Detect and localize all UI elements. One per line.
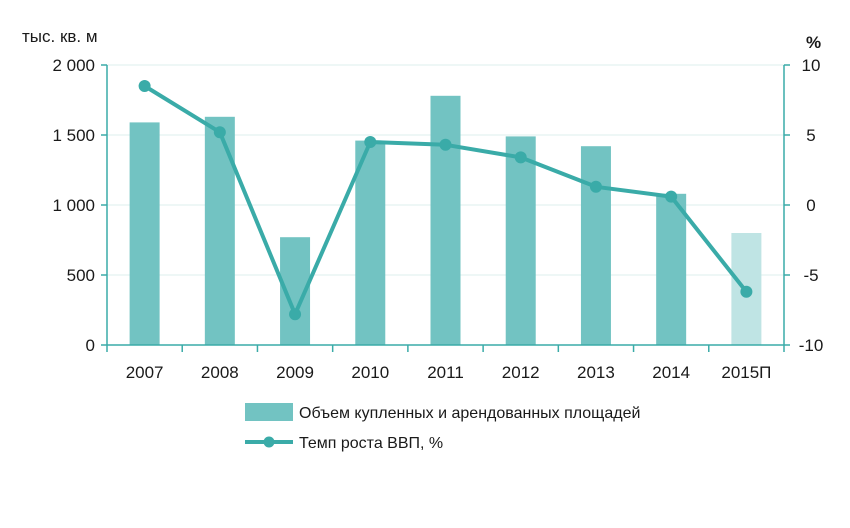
left-tick-label: 2 000 — [52, 56, 95, 75]
gdp-point — [289, 308, 302, 321]
legend-line-marker — [263, 436, 275, 448]
x-tick-label: 2014 — [652, 363, 690, 382]
bar — [355, 140, 386, 345]
gdp-point — [740, 285, 753, 298]
bar — [580, 146, 611, 345]
gdp-point — [439, 138, 452, 151]
x-tick-label: 2011 — [427, 363, 464, 382]
bar — [656, 193, 687, 345]
left-tick-label: 0 — [86, 336, 95, 355]
right-axis-unit: % — [806, 33, 821, 52]
bar — [129, 122, 160, 346]
axes: 0 500 1 000 1 500 2 000 -10 -5 0 5 10 2007 2008 2009… — [52, 56, 823, 382]
x-tick-label: 2010 — [351, 363, 389, 382]
gdp-point — [665, 190, 678, 203]
left-tick-label: 1 500 — [52, 126, 95, 145]
x-tick-label: 2015П — [721, 363, 771, 382]
gdp-point — [213, 126, 226, 139]
right-tick-label: -5 — [803, 266, 818, 285]
right-tick-label: 10 — [802, 56, 821, 75]
bar — [430, 95, 461, 345]
x-tick-label: 2012 — [502, 363, 540, 382]
gdp-point — [138, 80, 151, 92]
legend-line-label: Темп роста ВВП, % — [299, 435, 443, 452]
left-tick-label: 1 000 — [52, 196, 95, 215]
right-tick-label: -10 — [799, 336, 824, 355]
x-tick-label: 2009 — [276, 363, 314, 382]
right-tick-label: 5 — [806, 126, 815, 145]
gdp-point — [364, 136, 377, 148]
x-tick-label: 2008 — [201, 363, 239, 382]
left-tick-label: 500 — [67, 266, 95, 285]
legend: Объем купленных и арендованных площадей … — [245, 403, 640, 452]
x-tick-label: 2007 — [126, 363, 164, 382]
line-series — [138, 80, 753, 321]
legend-bar-swatch — [245, 403, 293, 421]
gdp-point — [589, 180, 602, 193]
right-tick-label: 0 — [806, 196, 815, 215]
left-axis-unit: тыс. кв. м — [22, 27, 98, 46]
legend-bar-label: Объем купленных и арендованных площадей — [299, 405, 640, 422]
bar — [505, 136, 536, 345]
x-tick-label: 2013 — [577, 363, 615, 382]
bar — [204, 116, 235, 345]
gdp-point — [514, 151, 527, 164]
